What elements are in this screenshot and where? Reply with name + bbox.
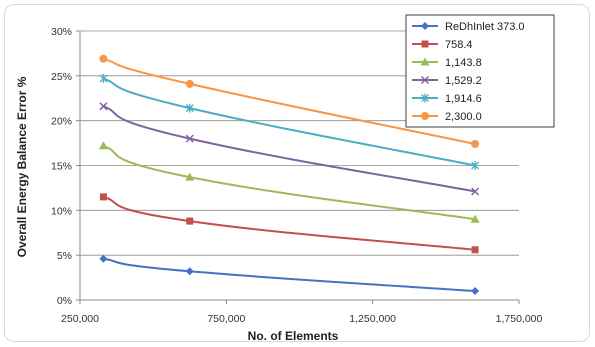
data-point — [185, 134, 194, 143]
series-line — [103, 257, 476, 293]
data-point — [186, 217, 194, 225]
data-point — [471, 246, 479, 254]
series-line — [103, 144, 476, 221]
x-tick-label: 1,750,000 — [496, 313, 543, 325]
x-tick-label: 1,250,000 — [349, 313, 396, 325]
data-point — [471, 139, 480, 148]
legend-label: 758.4 — [445, 39, 473, 51]
x-axis-title: No. of Elements — [248, 329, 339, 343]
y-tick-label: 15% — [51, 161, 72, 173]
series-6 — [99, 54, 480, 148]
series-line — [103, 77, 476, 167]
chart-frame — [4, 4, 590, 342]
x-tick-label: 250,000 — [61, 313, 99, 325]
y-tick-label: 10% — [51, 205, 72, 217]
data-point — [98, 141, 108, 150]
data-point — [99, 54, 108, 63]
y-tick-labels: 0% 5% 10% 15% 20% 25% 30% — [51, 26, 72, 307]
series-2 — [99, 193, 479, 254]
y-tick-label: 20% — [51, 116, 72, 128]
data-point — [185, 267, 194, 276]
legend-marker — [420, 57, 430, 66]
legend-marker — [421, 22, 429, 30]
data-point — [471, 287, 480, 296]
legend-label: 2,300.0 — [445, 111, 482, 123]
y-tick-label: 25% — [51, 71, 72, 83]
series-5 — [99, 74, 480, 170]
data-point — [99, 193, 107, 201]
data-point — [185, 103, 194, 113]
series-line — [103, 105, 476, 193]
y-tick-label: 0% — [57, 295, 72, 307]
legend-label: 1,529.2 — [445, 75, 482, 87]
data-point — [471, 187, 480, 196]
x-tick-label: 750,000 — [207, 313, 245, 325]
legend-label: 1,914.6 — [445, 93, 482, 105]
y-axis-title: Overall Energy Balance Error % — [15, 76, 29, 257]
legend-box — [405, 14, 555, 128]
data-point — [99, 254, 108, 263]
data-point — [470, 214, 480, 223]
series-3 — [98, 141, 480, 223]
data-point — [185, 172, 195, 181]
legend-entry: 1,529.2 — [412, 75, 482, 87]
series-lines — [98, 54, 480, 296]
series-line — [103, 57, 476, 145]
legend-marker — [421, 40, 429, 48]
y-tick-label: 5% — [57, 250, 72, 262]
legend-entry: 1,914.6 — [412, 93, 482, 105]
legend-label: ReDhInlet 373.0 — [445, 21, 525, 33]
legend-label: 1,143.8 — [445, 57, 482, 69]
legend-entry: 2,300.0 — [412, 111, 482, 123]
legend-entry: ReDhInlet 373.0 — [412, 21, 525, 33]
series-4 — [99, 102, 480, 196]
legend-marker — [421, 93, 429, 103]
data-point — [471, 161, 480, 170]
legend: ReDhInlet 373.0 758.4 1,143.8 1,529.2 1,914.… — [405, 14, 555, 128]
legend-entry: 758.4 — [412, 39, 473, 51]
y-tick-label: 30% — [51, 26, 72, 38]
series-1 — [99, 254, 480, 296]
x-tick-labels: 250,000 750,000 1,250,000 1,750,000 — [61, 313, 542, 325]
series-line — [103, 195, 476, 251]
legend-marker — [420, 75, 430, 85]
data-point — [185, 79, 194, 88]
axes — [76, 30, 520, 304]
data-point — [99, 102, 108, 111]
legend-marker — [421, 112, 429, 120]
data-point — [99, 74, 108, 84]
legend-entry: 1,143.8 — [412, 57, 482, 69]
